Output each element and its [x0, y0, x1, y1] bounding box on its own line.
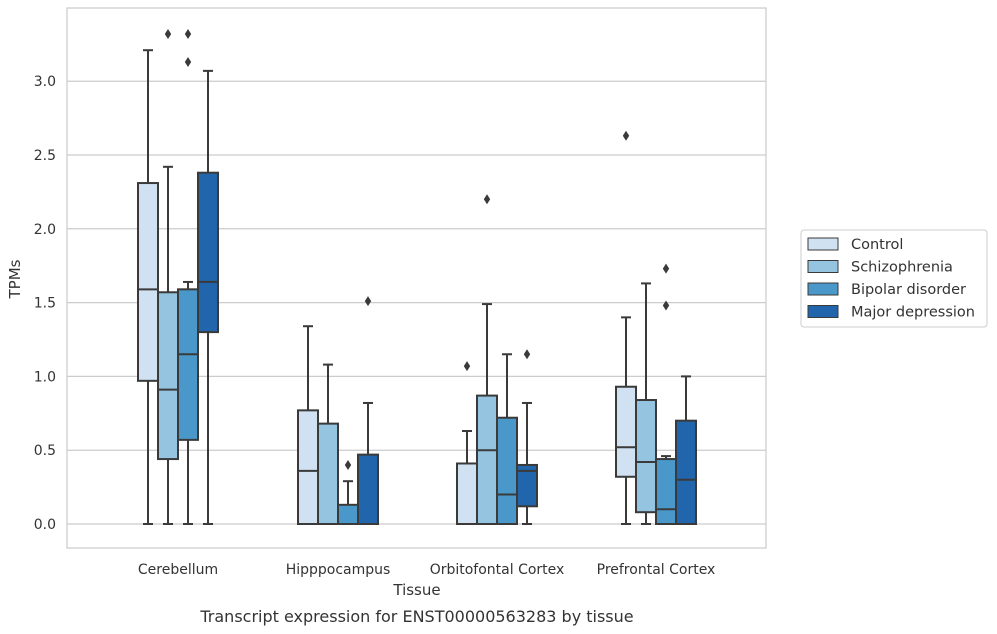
x-tick-label: Hipppocampus [286, 562, 391, 578]
legend-label: Control [851, 237, 903, 253]
box-iqr [197, 171, 219, 334]
box-iqr [675, 419, 697, 525]
y-axis-ticks: 0.0 0.5 1.0 1.5 2.0 2.5 3.0 [34, 74, 56, 533]
box-1-0 [297, 325, 319, 525]
y-tick-label: 2.0 [34, 222, 56, 238]
y-tick-label: 1.0 [34, 369, 56, 385]
outlier-point [164, 28, 172, 39]
outlier-point [483, 194, 491, 205]
y-tick-label: 0.0 [34, 517, 56, 533]
legend-frame [800, 229, 988, 328]
plot-frame [66, 7, 767, 549]
y-tick-label: 0.5 [34, 443, 56, 459]
box-2-0 [456, 361, 478, 526]
outlier-point [622, 130, 630, 141]
box-0-2 [177, 28, 199, 525]
box-iqr [157, 291, 179, 461]
x-axis-ticks: Cerebellum Hipppocampus Orbitofontal Corte… [138, 562, 715, 578]
box-3-3 [675, 375, 697, 525]
legend-swatch [807, 305, 839, 318]
box-2-3 [516, 349, 538, 525]
outlier-point [662, 300, 670, 311]
y-tick-label: 1.5 [34, 296, 56, 312]
legend-swatch [807, 260, 839, 273]
outlier-point [523, 349, 531, 360]
box-iqr [615, 385, 637, 478]
outlier-point [184, 57, 192, 68]
box-1-3 [357, 296, 379, 525]
box-iqr [177, 288, 199, 441]
legend-swatch [807, 282, 839, 296]
box-iqr [137, 182, 159, 382]
box-3-1 [635, 282, 657, 525]
y-tick-label: 2.5 [34, 148, 56, 164]
outlier-point [184, 28, 192, 39]
box-iqr [297, 409, 319, 525]
box-0-3 [197, 69, 219, 525]
legend-label: Major depression [851, 305, 975, 321]
x-tick-label: Prefrontal Cortex [597, 562, 716, 578]
box-iqr [357, 453, 379, 525]
box-2-1 [476, 194, 498, 526]
box-iqr [516, 463, 538, 508]
box-iqr [496, 416, 518, 525]
box-2-2 [496, 353, 518, 525]
chart-caption: Transcript expression for ENST0000056328… [199, 607, 633, 626]
outlier-point [364, 296, 372, 307]
box-iqr [476, 394, 498, 526]
legend-label: Bipolar disorder [851, 282, 966, 298]
box-0-0 [137, 49, 159, 525]
x-tick-label: Orbitofontal Cortex [430, 562, 565, 578]
box-iqr [635, 399, 657, 514]
box-3-2 [655, 263, 677, 525]
legend-label: Schizophrenia [851, 260, 953, 276]
box-iqr [655, 458, 677, 525]
outlier-point [662, 263, 670, 274]
outlier-point [344, 459, 352, 470]
box-1-1 [317, 363, 339, 525]
box-3-0 [615, 130, 637, 525]
legend-swatch [807, 237, 839, 251]
y-axis-label: TPMs [6, 259, 24, 299]
box-iqr [337, 503, 359, 526]
box-0-1 [157, 28, 179, 525]
box-iqr [317, 422, 339, 525]
box-1-2 [337, 459, 359, 526]
x-tick-label: Cerebellum [138, 562, 218, 578]
x-axis-label: Tissue [392, 581, 440, 599]
legend: Control Schizophrenia Bipolar disorder Majo… [800, 229, 988, 328]
y-tick-label: 3.0 [34, 74, 56, 90]
box-iqr [456, 462, 478, 526]
outlier-point [463, 361, 471, 372]
box-plot-series [137, 28, 697, 526]
